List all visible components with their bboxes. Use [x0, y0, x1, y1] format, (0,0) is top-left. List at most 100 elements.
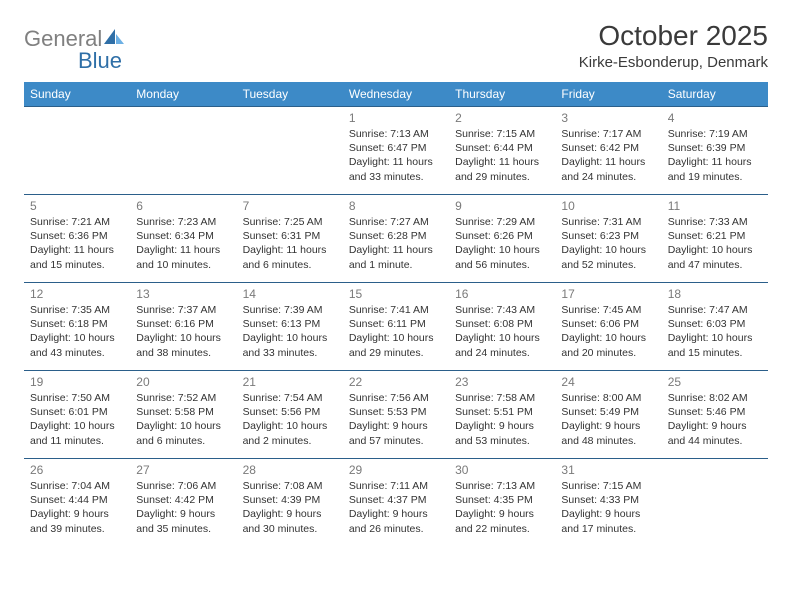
- sunrise-line: Sunrise: 7:45 AM: [561, 303, 655, 317]
- calendar-day-cell: 12Sunrise: 7:35 AMSunset: 6:18 PMDayligh…: [24, 283, 130, 371]
- sunset-line: Sunset: 4:42 PM: [136, 493, 230, 507]
- day-number: 23: [455, 375, 549, 389]
- sunrise-line: Sunrise: 7:08 AM: [243, 479, 337, 493]
- calendar-day-cell: 1Sunrise: 7:13 AMSunset: 6:47 PMDaylight…: [343, 107, 449, 195]
- daylight-line: Daylight: 11 hours and 29 minutes.: [455, 155, 549, 183]
- sunrise-line: Sunrise: 7:25 AM: [243, 215, 337, 229]
- daylight-line: Daylight: 9 hours and 17 minutes.: [561, 507, 655, 535]
- daylight-line: Daylight: 10 hours and 20 minutes.: [561, 331, 655, 359]
- logo-sail-icon: [104, 29, 126, 50]
- calendar-day-cell: 15Sunrise: 7:41 AMSunset: 6:11 PMDayligh…: [343, 283, 449, 371]
- sunset-line: Sunset: 6:42 PM: [561, 141, 655, 155]
- sunrise-line: Sunrise: 7:13 AM: [349, 127, 443, 141]
- sunrise-line: Sunrise: 7:43 AM: [455, 303, 549, 317]
- calendar-day-cell: 5Sunrise: 7:21 AMSunset: 6:36 PMDaylight…: [24, 195, 130, 283]
- calendar-page: GeneralBlue October 2025 Kirke-Esbonderu…: [0, 0, 792, 567]
- sunset-line: Sunset: 6:39 PM: [668, 141, 762, 155]
- calendar-week-row: 26Sunrise: 7:04 AMSunset: 4:44 PMDayligh…: [24, 459, 768, 547]
- day-number: 12: [30, 287, 124, 301]
- day-number: 30: [455, 463, 549, 477]
- weekday-header: Thursday: [449, 82, 555, 107]
- calendar-day-cell: 4Sunrise: 7:19 AMSunset: 6:39 PMDaylight…: [662, 107, 768, 195]
- calendar-day-cell: 17Sunrise: 7:45 AMSunset: 6:06 PMDayligh…: [555, 283, 661, 371]
- sunset-line: Sunset: 6:01 PM: [30, 405, 124, 419]
- calendar-day-cell: 16Sunrise: 7:43 AMSunset: 6:08 PMDayligh…: [449, 283, 555, 371]
- sunset-line: Sunset: 6:47 PM: [349, 141, 443, 155]
- sunrise-line: Sunrise: 7:19 AM: [668, 127, 762, 141]
- calendar-week-row: 12Sunrise: 7:35 AMSunset: 6:18 PMDayligh…: [24, 283, 768, 371]
- sunset-line: Sunset: 6:28 PM: [349, 229, 443, 243]
- daylight-line: Daylight: 10 hours and 56 minutes.: [455, 243, 549, 271]
- daylight-line: Daylight: 10 hours and 52 minutes.: [561, 243, 655, 271]
- calendar-day-cell: 19Sunrise: 7:50 AMSunset: 6:01 PMDayligh…: [24, 371, 130, 459]
- sunset-line: Sunset: 5:51 PM: [455, 405, 549, 419]
- calendar-day-cell: 30Sunrise: 7:13 AMSunset: 4:35 PMDayligh…: [449, 459, 555, 547]
- sunset-line: Sunset: 6:03 PM: [668, 317, 762, 331]
- day-number: 8: [349, 199, 443, 213]
- sunrise-line: Sunrise: 7:41 AM: [349, 303, 443, 317]
- daylight-line: Daylight: 9 hours and 39 minutes.: [30, 507, 124, 535]
- sunrise-line: Sunrise: 7:17 AM: [561, 127, 655, 141]
- location-label: Kirke-Esbonderup, Denmark: [579, 54, 768, 71]
- day-number: 5: [30, 199, 124, 213]
- sunrise-line: Sunrise: 8:00 AM: [561, 391, 655, 405]
- sunset-line: Sunset: 6:18 PM: [30, 317, 124, 331]
- calendar-day-cell: 7Sunrise: 7:25 AMSunset: 6:31 PMDaylight…: [237, 195, 343, 283]
- calendar-day-cell: 11Sunrise: 7:33 AMSunset: 6:21 PMDayligh…: [662, 195, 768, 283]
- sunset-line: Sunset: 4:39 PM: [243, 493, 337, 507]
- sunrise-line: Sunrise: 7:23 AM: [136, 215, 230, 229]
- calendar-day-cell: [130, 107, 236, 195]
- daylight-line: Daylight: 10 hours and 6 minutes.: [136, 419, 230, 447]
- daylight-line: Daylight: 11 hours and 10 minutes.: [136, 243, 230, 271]
- day-number: 22: [349, 375, 443, 389]
- daylight-line: Daylight: 10 hours and 15 minutes.: [668, 331, 762, 359]
- sunrise-line: Sunrise: 7:15 AM: [561, 479, 655, 493]
- calendar-day-cell: 23Sunrise: 7:58 AMSunset: 5:51 PMDayligh…: [449, 371, 555, 459]
- sunrise-line: Sunrise: 7:29 AM: [455, 215, 549, 229]
- day-number: 19: [30, 375, 124, 389]
- day-number: 15: [349, 287, 443, 301]
- sunrise-line: Sunrise: 7:11 AM: [349, 479, 443, 493]
- calendar-day-cell: 20Sunrise: 7:52 AMSunset: 5:58 PMDayligh…: [130, 371, 236, 459]
- daylight-line: Daylight: 10 hours and 38 minutes.: [136, 331, 230, 359]
- day-number: 18: [668, 287, 762, 301]
- calendar-day-cell: 26Sunrise: 7:04 AMSunset: 4:44 PMDayligh…: [24, 459, 130, 547]
- calendar-table: SundayMondayTuesdayWednesdayThursdayFrid…: [24, 82, 768, 547]
- sunrise-line: Sunrise: 7:54 AM: [243, 391, 337, 405]
- sunrise-line: Sunrise: 7:27 AM: [349, 215, 443, 229]
- sunset-line: Sunset: 6:36 PM: [30, 229, 124, 243]
- sunset-line: Sunset: 4:33 PM: [561, 493, 655, 507]
- day-number: 11: [668, 199, 762, 213]
- calendar-day-cell: 14Sunrise: 7:39 AMSunset: 6:13 PMDayligh…: [237, 283, 343, 371]
- daylight-line: Daylight: 10 hours and 29 minutes.: [349, 331, 443, 359]
- day-number: 25: [668, 375, 762, 389]
- sunset-line: Sunset: 6:44 PM: [455, 141, 549, 155]
- day-number: 9: [455, 199, 549, 213]
- daylight-line: Daylight: 11 hours and 19 minutes.: [668, 155, 762, 183]
- day-number: 2: [455, 111, 549, 125]
- daylight-line: Daylight: 9 hours and 35 minutes.: [136, 507, 230, 535]
- sunset-line: Sunset: 6:06 PM: [561, 317, 655, 331]
- day-number: 7: [243, 199, 337, 213]
- sunset-line: Sunset: 6:34 PM: [136, 229, 230, 243]
- daylight-line: Daylight: 10 hours and 43 minutes.: [30, 331, 124, 359]
- calendar-header-row: SundayMondayTuesdayWednesdayThursdayFrid…: [24, 82, 768, 107]
- brand-logo: GeneralBlue: [24, 26, 126, 74]
- calendar-week-row: 5Sunrise: 7:21 AMSunset: 6:36 PMDaylight…: [24, 195, 768, 283]
- sunrise-line: Sunrise: 7:06 AM: [136, 479, 230, 493]
- daylight-line: Daylight: 10 hours and 24 minutes.: [455, 331, 549, 359]
- weekday-header: Monday: [130, 82, 236, 107]
- sunrise-line: Sunrise: 7:33 AM: [668, 215, 762, 229]
- sunset-line: Sunset: 5:58 PM: [136, 405, 230, 419]
- calendar-day-cell: 2Sunrise: 7:15 AMSunset: 6:44 PMDaylight…: [449, 107, 555, 195]
- calendar-week-row: 19Sunrise: 7:50 AMSunset: 6:01 PMDayligh…: [24, 371, 768, 459]
- weekday-header: Wednesday: [343, 82, 449, 107]
- calendar-day-cell: 18Sunrise: 7:47 AMSunset: 6:03 PMDayligh…: [662, 283, 768, 371]
- day-number: 29: [349, 463, 443, 477]
- daylight-line: Daylight: 9 hours and 48 minutes.: [561, 419, 655, 447]
- calendar-day-cell: 8Sunrise: 7:27 AMSunset: 6:28 PMDaylight…: [343, 195, 449, 283]
- sunrise-line: Sunrise: 7:37 AM: [136, 303, 230, 317]
- sunset-line: Sunset: 5:49 PM: [561, 405, 655, 419]
- calendar-day-cell: 10Sunrise: 7:31 AMSunset: 6:23 PMDayligh…: [555, 195, 661, 283]
- calendar-day-cell: [24, 107, 130, 195]
